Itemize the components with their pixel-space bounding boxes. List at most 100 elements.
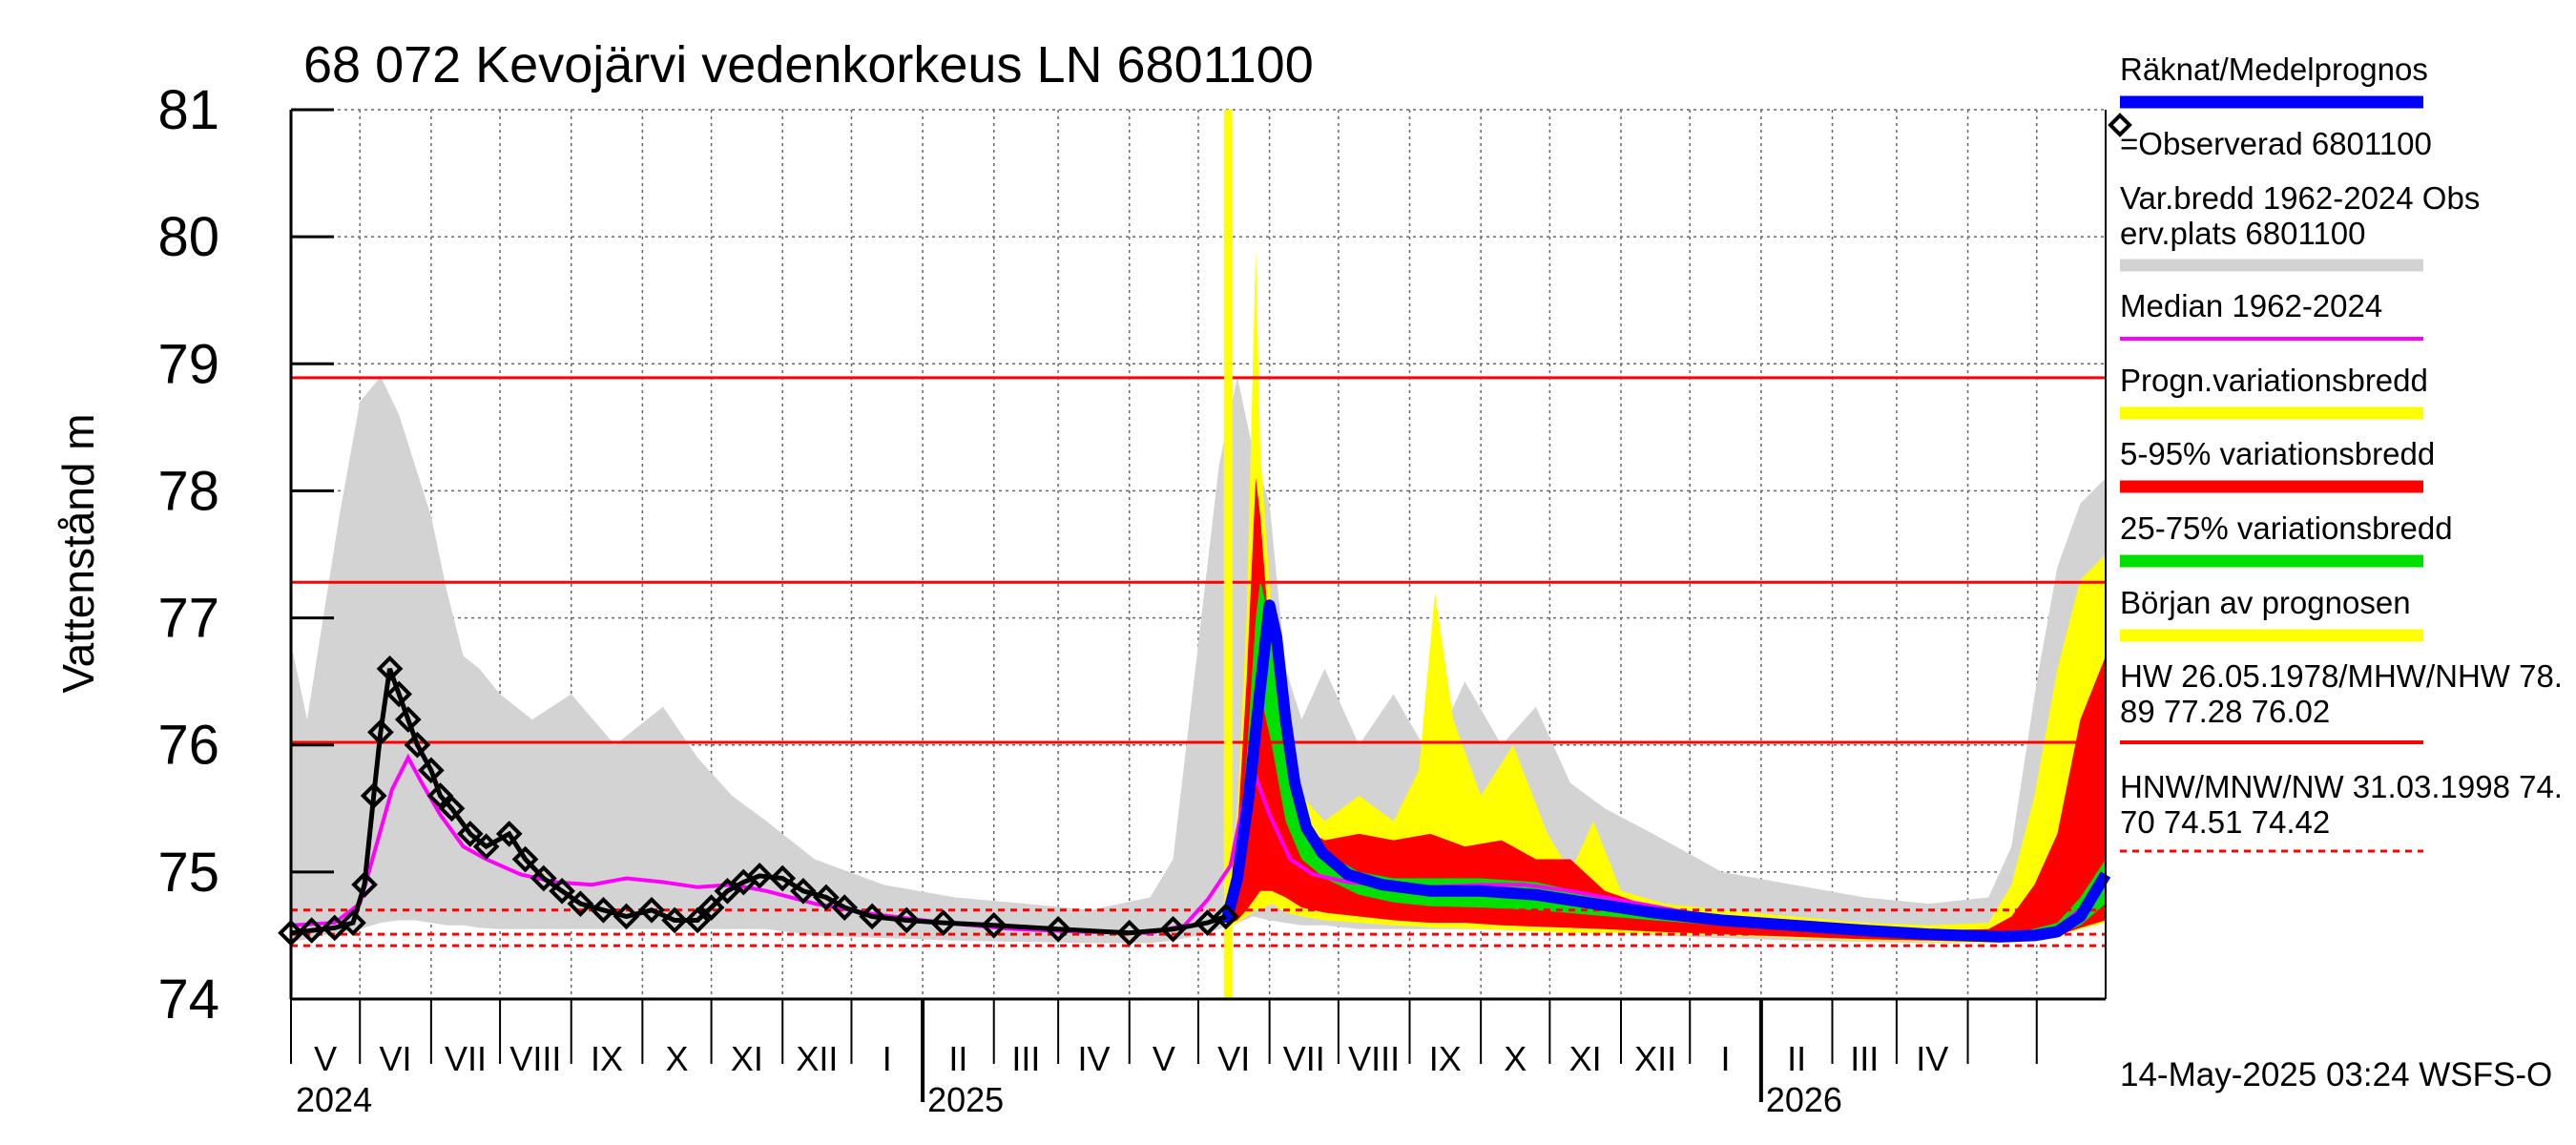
observed-marker [929,909,957,936]
observed-marker [1213,903,1239,930]
observed-marker [980,911,1008,939]
y-tick-label: 80 [157,206,219,268]
legend: Räknat/Medelprognos =Observerad 6801100 Va… [2108,52,2563,853]
observed-marker [684,906,711,934]
legend-label-hw-1: HW 26.05.1978/MHW/NHW 78. [2120,658,2563,694]
month-label: II [948,1039,967,1078]
observed-marker [1159,915,1187,943]
month-label: VIII [509,1039,561,1078]
observed-marker [298,917,325,944]
y-tick-label: 81 [157,79,219,141]
month-label: VII [445,1039,487,1078]
band-var-bredd [291,376,2106,944]
month-label: VII [1283,1039,1325,1078]
legend-label-forecast-start: Början av prognosen [2120,585,2411,620]
y-tick-label: 75 [157,842,219,904]
observed-marker [697,894,725,921]
legend-label-range-1: Var.bredd 1962-2024 Obs [2120,180,2480,216]
year-label: 2026 [1766,1080,1842,1119]
month-label: XI [1569,1039,1602,1078]
month-label: X [1504,1039,1527,1078]
legend-label-range-2: erv.plats 6801100 [2120,216,2365,251]
footer-timestamp: 14-May-2025 03:24 WSFS-O [2120,1056,2552,1093]
chart-title: 68 072 Kevojärvi vedenkorkeus LN 6801100 [303,36,1314,94]
observed-marker [893,906,921,934]
legend-label-forecast-range: Progn.variationsbredd [2120,363,2428,398]
observed-marker [714,878,741,905]
legend-label-mean: Räknat/Medelprognos [2120,52,2428,87]
observed-marker [340,909,366,936]
band-progn-variationsbredd [1225,249,2106,944]
observed-marker [813,884,840,911]
observed-marker [1045,915,1071,943]
observed-marker [661,906,688,934]
observed-marker [426,782,454,809]
year-label: 2024 [296,1080,372,1119]
month-label: X [665,1039,688,1078]
observed-marker [495,821,523,847]
observed-marker [438,795,466,822]
observed-marker [1115,919,1143,947]
month-label: II [1787,1039,1806,1078]
observed-marker [367,718,394,746]
month-label: IX [591,1039,623,1078]
legend-label-p5-95: 5-95% variationsbredd [2120,436,2435,471]
observed-marker [511,845,539,873]
month-label: III [1850,1039,1879,1078]
observed-marker [404,731,431,759]
month-label: XII [1634,1039,1676,1078]
month-label: IV [1916,1039,1948,1078]
observed-marker [385,680,412,708]
legend-label-median: Median 1962-2024 [2120,288,2382,323]
observed-marker [549,878,575,905]
month-label: IV [1077,1039,1110,1078]
observed-markers [278,656,1239,947]
observed-marker [567,890,594,917]
observed-marker [831,894,859,921]
band-5-95- [1225,478,2106,943]
month-label: III [1011,1039,1040,1078]
y-tick-label: 77 [157,588,219,650]
month-label: V [314,1039,337,1078]
month-label: IX [1429,1039,1462,1078]
month-label: I [883,1039,892,1078]
observed-marker [376,656,404,682]
y-tick-label: 74 [157,968,219,1030]
legend-label-observed: =Observerad 6801100 [2120,126,2432,161]
observed-marker [790,878,817,905]
legend-marker-observed [2108,113,2132,137]
observed-line [290,667,1227,936]
month-label: XI [731,1039,763,1078]
observed-marker [472,833,500,861]
observed-marker [351,871,378,898]
month-label: VIII [1348,1039,1400,1078]
observed-marker [530,864,557,892]
observed-marker [418,757,445,784]
legend-label-p25-75: 25-75% variationsbredd [2120,510,2453,546]
month-label: I [1721,1039,1731,1078]
y-tick-label: 76 [157,715,219,777]
legend-label-hw-2: 89 77.28 76.02 [2120,694,2330,729]
year-label: 2025 [927,1080,1004,1119]
observed-marker [394,706,422,733]
forecast-mean-line [1220,599,2111,943]
y-axis-label: Vattenstånd m [53,413,103,693]
variation-bands [291,249,2106,944]
month-label: V [1153,1039,1175,1078]
y-tick-label: 79 [157,333,219,395]
month-label: VI [380,1039,412,1078]
observed-marker [360,782,387,809]
legend-label-nw-1: HNW/MNW/NW 31.03.1998 74. [2120,769,2563,804]
observed-marker [456,821,484,847]
observed-marker [613,903,640,930]
observed-marker [746,863,773,889]
observed-marker [769,864,797,892]
y-tick-label: 78 [157,460,219,522]
legend-label-nw-2: 70 74.51 74.42 [2120,804,2330,840]
month-label: VI [1217,1039,1250,1078]
observed-marker [859,903,885,930]
observed-marker [590,896,617,924]
month-label: XII [796,1039,838,1078]
